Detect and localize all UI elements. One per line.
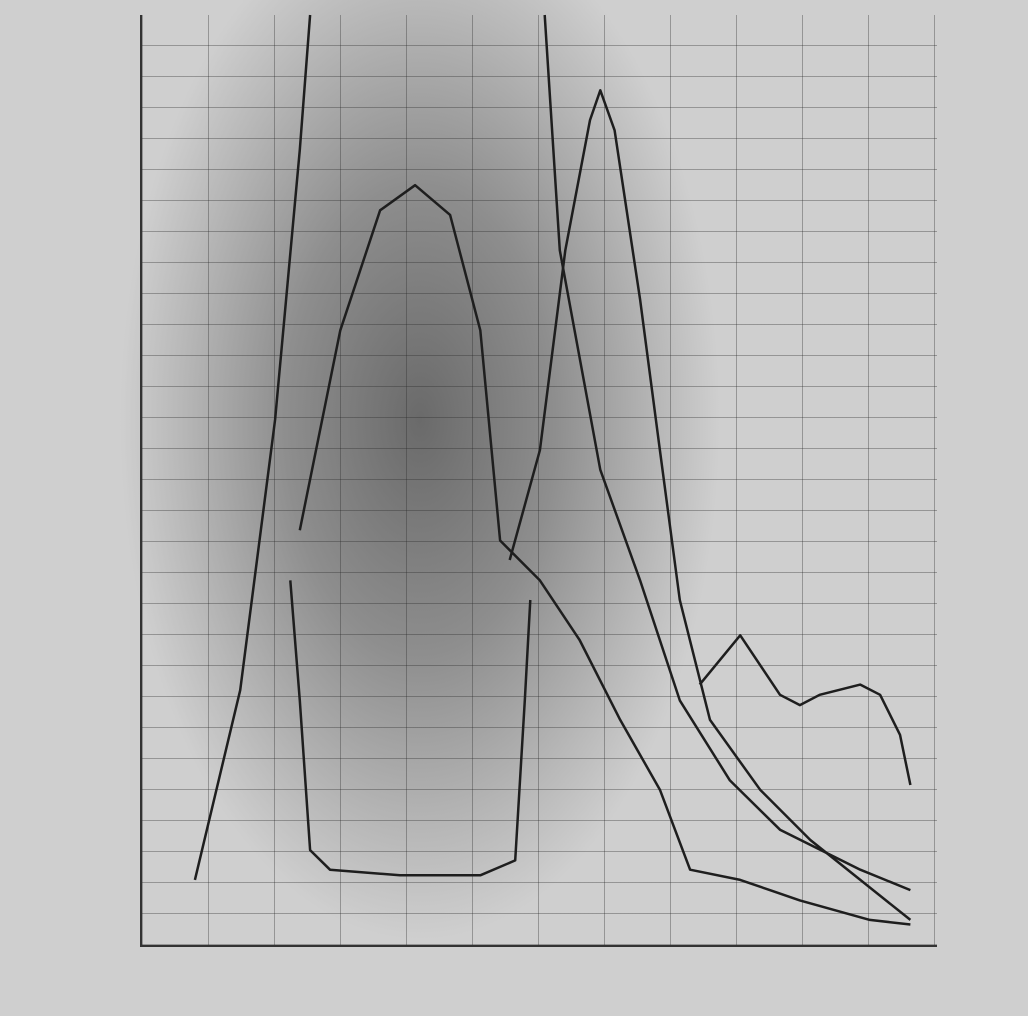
data-line <box>298 183 911 926</box>
data-line <box>508 89 912 921</box>
data-line <box>193 14 911 892</box>
plot-grid <box>140 15 937 947</box>
data-line <box>289 580 532 877</box>
data-line <box>698 634 912 786</box>
